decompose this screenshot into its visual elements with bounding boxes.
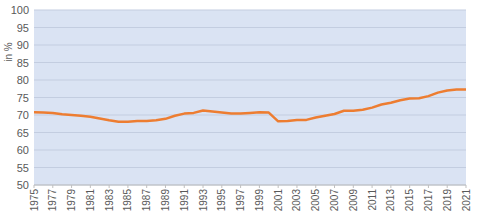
grid-line	[34, 185, 466, 186]
grid-line	[34, 150, 466, 151]
x-tick-label: 2003	[291, 189, 302, 212]
y-tick-label: 65	[17, 127, 29, 139]
y-tick-label: 75	[17, 92, 29, 104]
x-tick-label: 1989	[160, 189, 171, 212]
x-tick-label: 2001	[273, 189, 284, 212]
grid-line	[34, 27, 466, 28]
y-tick-label: 55	[17, 162, 29, 174]
chart: 50 55 60 65 70 75 80 85 90 95 100 1975 1977 1979 1981 1…	[0, 0, 480, 220]
grid-line	[34, 62, 466, 63]
plot-area	[34, 10, 466, 185]
x-tick-label: 2007	[329, 189, 340, 212]
x-tick-label: 1983	[104, 189, 115, 212]
x-tick-label: 1991	[179, 189, 190, 212]
x-tick-label: 2017	[423, 189, 434, 212]
x-tick-label: 2013	[385, 189, 396, 212]
y-tick-label: 85	[17, 57, 29, 69]
grid-line	[34, 80, 466, 81]
grid-line	[34, 10, 466, 11]
y-tick-label: 95	[17, 22, 29, 34]
grid-line	[34, 132, 466, 133]
x-tick-label: 2019	[442, 189, 453, 212]
x-tick-label: 1987	[141, 189, 152, 212]
x-tick-label: 2005	[310, 189, 321, 212]
data-line	[34, 89, 466, 121]
x-tick-label: 2015	[404, 189, 415, 212]
y-axis-label: in %	[3, 42, 14, 62]
grid-line	[34, 45, 466, 46]
y-tick-label: 60	[17, 144, 29, 156]
x-tick-label: 2009	[348, 189, 359, 212]
y-tick-label: 100	[11, 4, 29, 16]
y-tick-label: 90	[17, 39, 29, 51]
x-axis	[34, 185, 466, 186]
y-tick-label: 70	[17, 109, 29, 121]
x-tick-label: 2011	[367, 189, 378, 211]
y-tick-label: 80	[17, 74, 29, 86]
y-tick-label: 50	[17, 179, 29, 191]
grid-line	[34, 115, 466, 116]
x-tick-label: 1979	[66, 189, 77, 212]
x-tick-label: 1985	[122, 189, 133, 212]
x-tick-label: 2021	[461, 189, 472, 212]
x-tick-label: 1993	[198, 189, 209, 212]
x-tick-label: 1977	[47, 189, 58, 212]
grid-line	[34, 97, 466, 98]
x-tick-label: 1997	[235, 189, 246, 212]
x-tick-label: 1995	[216, 189, 227, 212]
x-tick-label: 1981	[85, 189, 96, 212]
x-tick-label: 1975	[29, 189, 40, 212]
series-group	[34, 89, 466, 121]
grid-line	[34, 167, 466, 168]
x-tick-label: 1999	[254, 189, 265, 212]
